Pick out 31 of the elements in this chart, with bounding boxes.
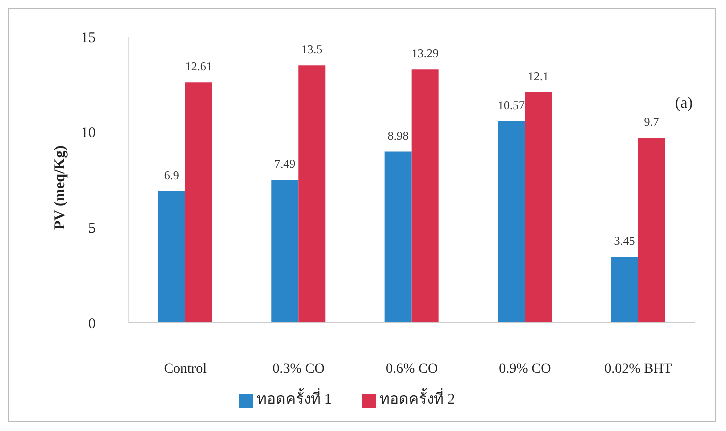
x-tick-label: 0.6% CO [386,362,438,377]
bar [611,257,638,323]
y-tick-label: 15 [81,30,96,46]
y-tick-label: 0 [88,316,96,332]
data-label: 10.57 [498,98,526,112]
data-label: 13.29 [412,46,439,61]
x-tick-label: Control [164,362,208,377]
bar [498,121,526,323]
bar [638,138,666,323]
bar [158,191,186,323]
bar [384,152,412,323]
data-label: 13.5 [302,42,323,57]
y-axis-title: PV (meq/Kg) [52,146,68,230]
data-label: 12.1 [528,69,550,84]
data-label: 9.7 [644,115,660,130]
bar [525,92,552,323]
x-tick-label: 0.02% BHT [604,362,673,377]
bar [272,180,299,323]
data-label: 7.49 [274,157,296,172]
bar [185,82,212,323]
y-tick-label: 5 [88,220,96,237]
x-tick-label: 0.3% CO [272,362,325,377]
data-label: 3.45 [614,234,636,248]
bar [298,66,326,323]
y-tick-label: 10 [81,126,96,142]
annotation: (a) [675,95,693,113]
data-label: 8.98 [388,128,409,143]
bar [412,70,439,323]
data-label: 12.61 [185,60,212,74]
x-tick-label: 0.9% CO [499,362,552,377]
data-label: 6.9 [164,168,180,182]
